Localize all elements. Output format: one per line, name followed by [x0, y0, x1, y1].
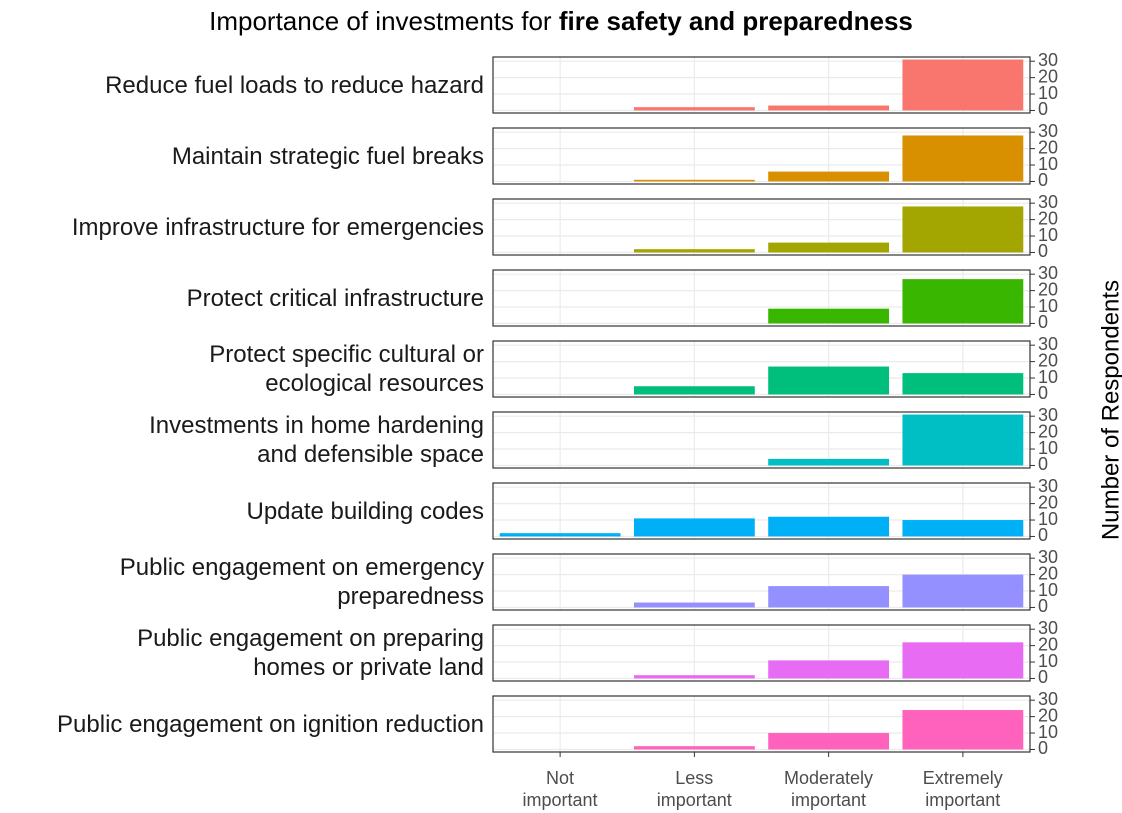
panel-border [492, 56, 1031, 114]
bar [902, 279, 1024, 324]
bar [902, 574, 1024, 608]
x-tick-label: Not important [522, 768, 598, 810]
y-tick-label: 20 [1038, 705, 1058, 725]
bar [902, 135, 1024, 182]
y-tick-label: 10 [1038, 296, 1058, 316]
y-axis-label: Number of Respondents [1097, 280, 1122, 540]
y-tick-label: 0 [1038, 99, 1048, 119]
bar [499, 533, 621, 537]
bar [768, 733, 890, 750]
y-tick-label: 30 [1038, 334, 1058, 354]
bar [902, 642, 1024, 679]
y-tick-label: 0 [1038, 454, 1048, 474]
y-tick-label: 0 [1038, 596, 1048, 616]
panel-border [492, 553, 1031, 611]
facet-label: Public engagement on ignition reduction [57, 710, 484, 738]
title-text: Importance of investments for [209, 6, 552, 36]
panel-border [492, 482, 1031, 540]
bar [902, 373, 1024, 395]
panel-border [492, 127, 1031, 185]
facet-label: Protect critical infrastructure [186, 284, 484, 312]
facet-label: Reduce fuel loads to reduce hazard [105, 71, 484, 99]
panel-border [492, 269, 1031, 327]
bar [633, 602, 755, 608]
y-tick-label: 0 [1038, 738, 1048, 758]
y-tick-label: 20 [1038, 137, 1058, 157]
y-tick-label: 20 [1038, 208, 1058, 228]
y-tick-label: 20 [1038, 492, 1058, 512]
y-tick-label: 30 [1038, 121, 1058, 141]
y-tick-label: 30 [1038, 618, 1058, 638]
y-tick-label: 10 [1038, 367, 1058, 387]
bar [902, 206, 1024, 253]
facet-label: Public engagement on preparing homes or … [137, 625, 484, 681]
bar [633, 386, 755, 395]
facet-label: Investments in home hardening and defens… [149, 412, 484, 468]
bar [768, 458, 890, 466]
bar [768, 308, 890, 324]
y-tick-label: 10 [1038, 438, 1058, 458]
bar [768, 366, 890, 395]
y-tick-label: 20 [1038, 634, 1058, 654]
y-tick-label: 0 [1038, 170, 1048, 190]
bar [633, 518, 755, 537]
panel-border [492, 624, 1031, 682]
facet-label: Public engagement on emergency preparedn… [119, 554, 484, 610]
bar [902, 59, 1024, 111]
y-tick-label: 30 [1038, 405, 1058, 425]
x-tick-label: Moderately important [783, 768, 874, 810]
y-tick-label: 10 [1038, 722, 1058, 742]
title-bold: fire safety and preparedness [558, 6, 913, 36]
y-tick-label: 10 [1038, 154, 1058, 174]
y-tick-label: 20 [1038, 279, 1058, 299]
y-tick-label: 0 [1038, 383, 1048, 403]
y-tick-label: 30 [1038, 547, 1058, 567]
y-tick-label: 10 [1038, 509, 1058, 529]
y-tick-label: 10 [1038, 580, 1058, 600]
bar [768, 586, 890, 608]
y-tick-label: 30 [1038, 50, 1058, 70]
y-tick-label: 0 [1038, 312, 1048, 332]
y-tick-label: 30 [1038, 192, 1058, 212]
bar [633, 675, 755, 679]
facet-label: Update building codes [246, 497, 484, 525]
bar [633, 746, 755, 750]
bar [768, 660, 890, 679]
x-tick-label: Extremely important [922, 768, 1003, 810]
chart-title: Importance of investments for fire safet… [0, 6, 1122, 37]
bar [902, 520, 1024, 537]
panel-border [492, 411, 1031, 469]
y-tick-label: 30 [1038, 263, 1058, 283]
bar [633, 179, 755, 182]
facet-label: Improve infrastructure for emergencies [71, 213, 484, 241]
y-tick-label: 30 [1038, 476, 1058, 496]
panel-border [492, 695, 1031, 753]
y-tick-label: 30 [1038, 689, 1058, 709]
y-tick-label: 0 [1038, 667, 1048, 687]
bar [768, 105, 890, 111]
y-tick-label: 20 [1038, 66, 1058, 86]
x-tick-label: Less important [656, 768, 732, 810]
bar [633, 107, 755, 111]
y-tick-label: 20 [1038, 350, 1058, 370]
y-tick-label: 10 [1038, 83, 1058, 103]
bar [768, 242, 890, 253]
y-tick-label: 10 [1038, 225, 1058, 245]
bar [633, 249, 755, 253]
facet-label: Protect specific cultural or ecological … [209, 341, 484, 397]
y-tick-label: 10 [1038, 651, 1058, 671]
y-tick-label: 20 [1038, 421, 1058, 441]
panel-border [492, 340, 1031, 398]
y-tick-label: 0 [1038, 241, 1048, 261]
bar [768, 516, 890, 537]
bar [902, 414, 1024, 466]
bar [768, 171, 890, 182]
facet-label: Maintain strategic fuel breaks [171, 142, 484, 170]
panel-border [492, 198, 1031, 256]
bar [902, 710, 1024, 750]
y-tick-label: 20 [1038, 563, 1058, 583]
y-tick-label: 0 [1038, 525, 1048, 545]
